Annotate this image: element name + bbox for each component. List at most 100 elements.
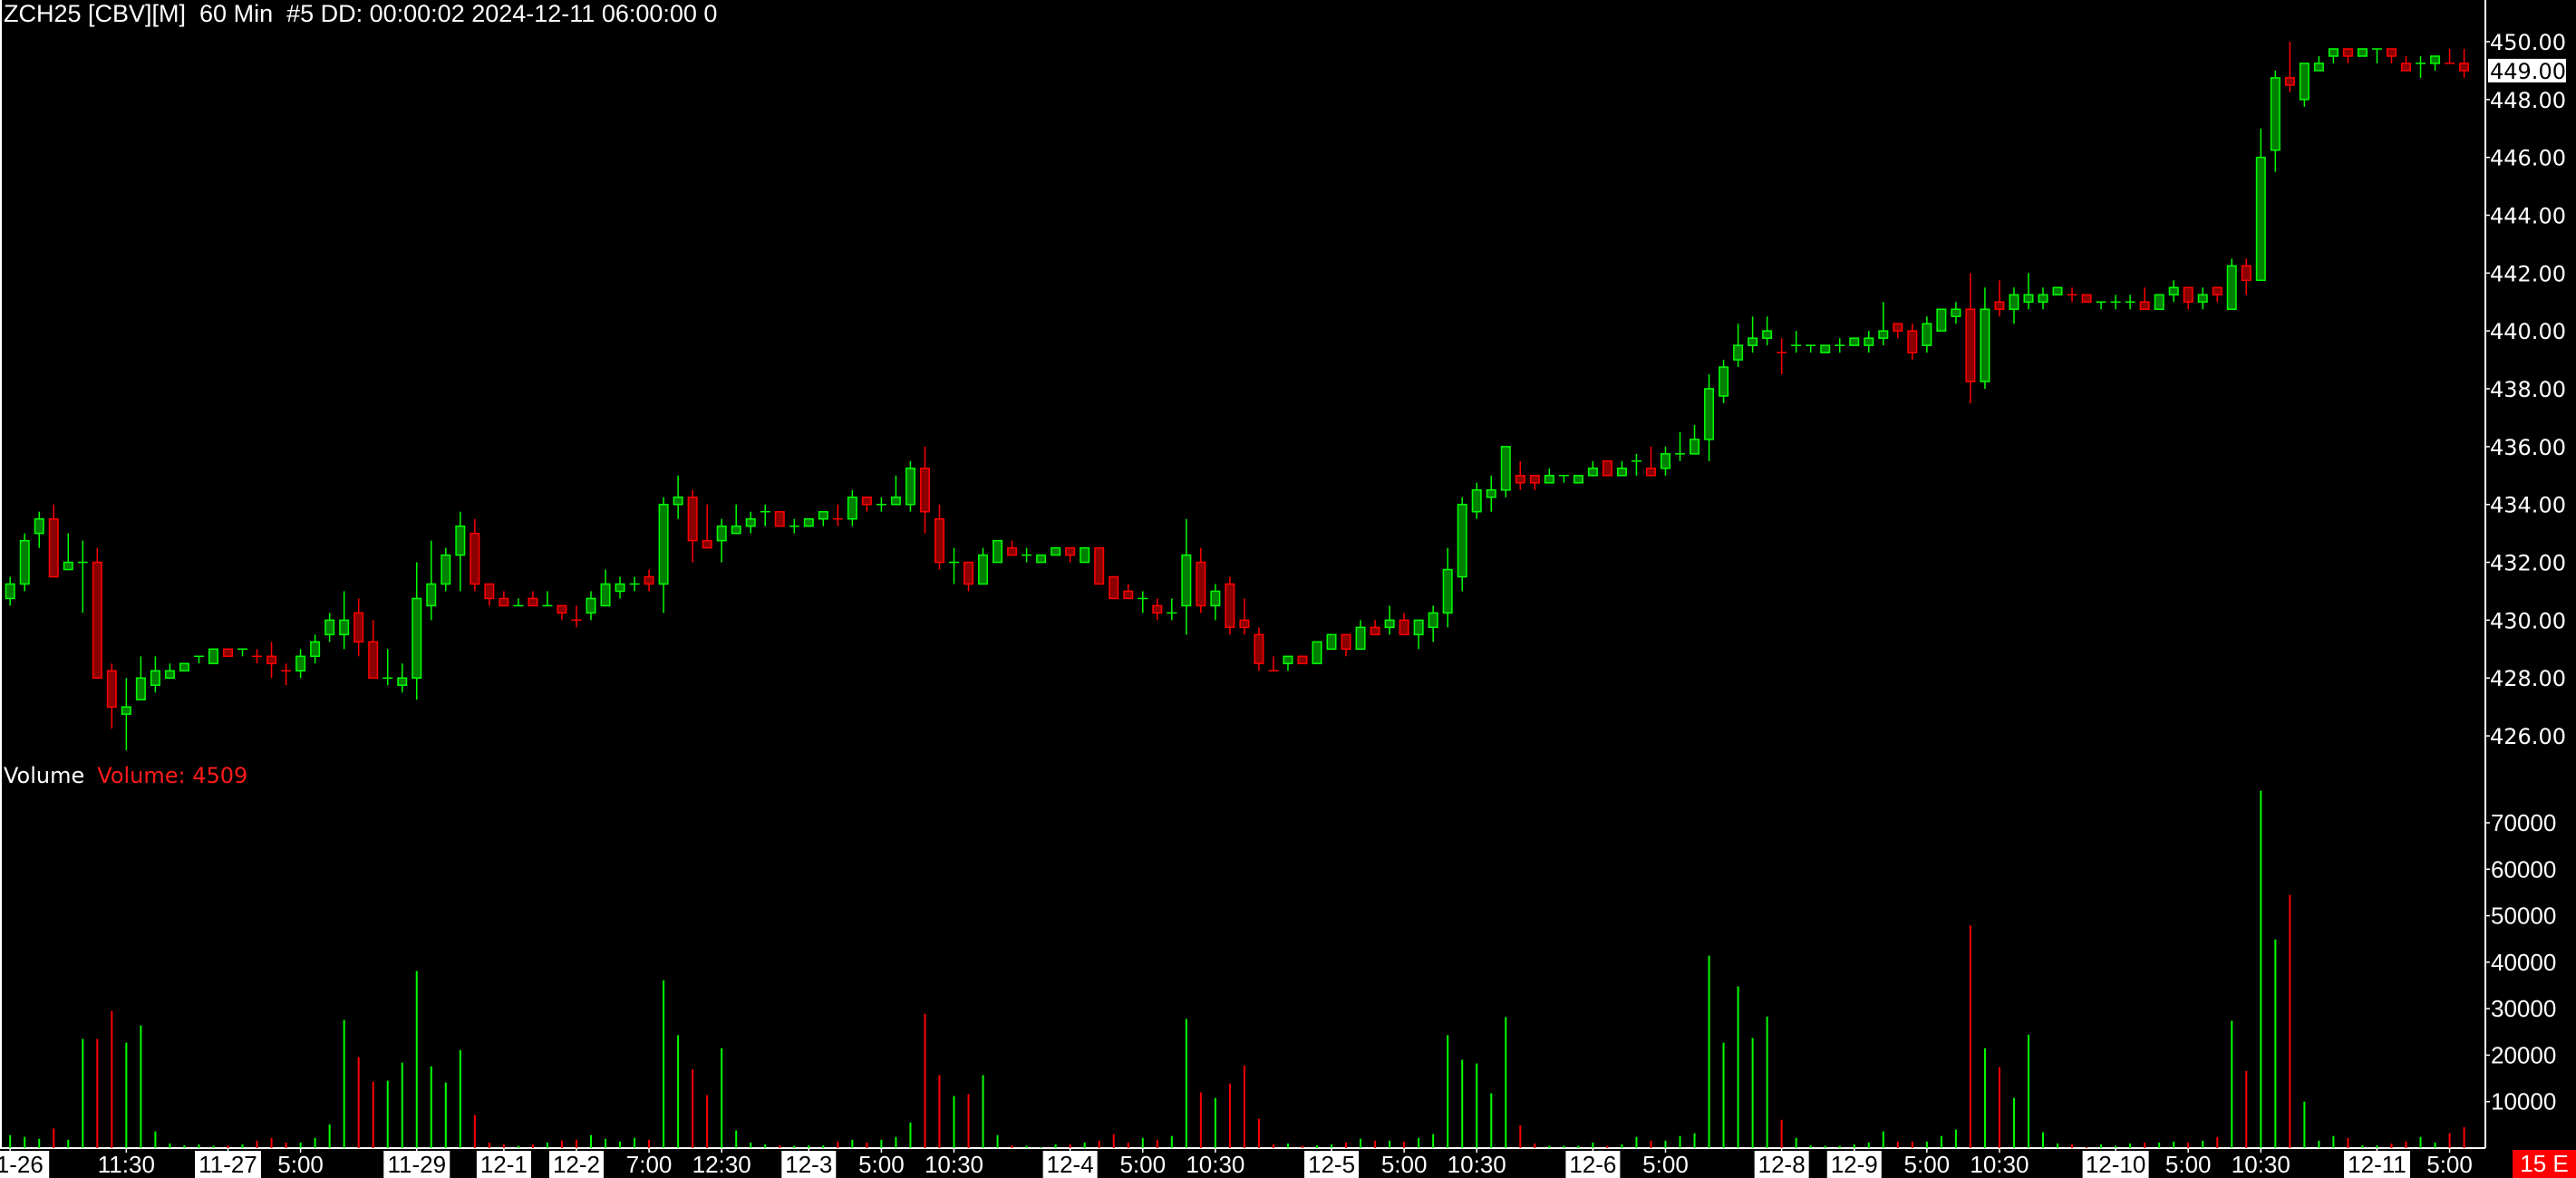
time-axis-label: 12-8	[1754, 1151, 1809, 1178]
candle	[876, 497, 886, 512]
time-label-text: 12-10	[2086, 1151, 2146, 1178]
candle-body	[2009, 294, 2019, 311]
candle-body	[1152, 604, 1163, 614]
candle-body	[993, 539, 1003, 564]
candle-body	[1500, 446, 1511, 491]
candle-body	[1893, 323, 1903, 332]
date-label-bg	[383, 1151, 450, 1178]
candle-body	[1602, 460, 1612, 477]
candle-body	[803, 517, 814, 527]
candle-body	[1007, 546, 1018, 556]
candle-body	[1123, 590, 1134, 600]
price-tick-label: 430.00	[2490, 608, 2566, 633]
candle	[324, 613, 335, 642]
candle	[2154, 294, 2164, 311]
candle	[484, 583, 495, 606]
time-axis-label: 12-6	[1565, 1151, 1621, 1178]
candle-body	[905, 468, 915, 506]
candle	[106, 663, 117, 729]
date-label-bg	[476, 1151, 531, 1178]
candle	[1762, 316, 1773, 346]
volume-tick-label: 10000	[2491, 1088, 2556, 1115]
time-axis-label: 10:30	[1186, 1151, 1244, 1178]
candle-body	[1849, 337, 1860, 346]
time-label-text: 5:00	[1119, 1151, 1166, 1178]
candle-body	[1080, 546, 1090, 564]
candle-body	[1907, 330, 1918, 353]
candle-body	[1341, 633, 1351, 651]
time-label-text: 12-2	[553, 1151, 600, 1178]
candle-body	[368, 641, 379, 679]
date-label-bg	[0, 1151, 50, 1178]
candle	[2168, 280, 2179, 303]
candle	[644, 569, 654, 592]
candle	[2183, 286, 2193, 310]
candle	[1196, 547, 1206, 613]
candle	[600, 569, 611, 607]
candle	[266, 642, 277, 679]
candle-body	[2168, 286, 2179, 296]
candle	[2459, 48, 2470, 78]
candle	[847, 489, 857, 526]
candle-body	[1283, 655, 1293, 665]
candle	[1384, 605, 1395, 635]
candle-body	[2226, 265, 2237, 311]
time-label-text: 12-6	[1569, 1151, 1616, 1178]
candle-body	[2212, 286, 2223, 296]
candle-body	[295, 655, 306, 672]
candle	[1283, 655, 1293, 671]
candle	[978, 547, 989, 585]
volume-tick-label: 40000	[2491, 949, 2556, 976]
candle	[2357, 48, 2368, 57]
date-label-bg	[1565, 1151, 1621, 1178]
candle-body	[2459, 63, 2470, 72]
candle	[237, 648, 248, 657]
candle	[2255, 128, 2266, 282]
candle-body	[121, 706, 131, 715]
price-tick-label: 442.00	[2490, 261, 2566, 286]
candle	[150, 656, 160, 693]
timezone-corner-badge[interactable]: 15 E	[2513, 1150, 2576, 1178]
date-label-bg	[781, 1151, 837, 1178]
time-axis-label: 11-27	[195, 1151, 261, 1178]
candle-body	[978, 554, 989, 585]
candle	[1733, 323, 1744, 368]
volume-tick-label: 50000	[2491, 903, 2556, 930]
candle	[1167, 598, 1177, 621]
volume-tick-label: 60000	[2491, 855, 2556, 883]
candle-body	[600, 583, 611, 607]
candle-body	[1820, 344, 1831, 353]
candle	[1036, 554, 1047, 564]
candle-body	[1515, 475, 1525, 484]
candle-body	[1370, 626, 1380, 636]
candle-body	[1312, 641, 1322, 665]
candle-body	[223, 648, 233, 658]
candle-body	[179, 662, 189, 672]
candle	[1297, 655, 1308, 665]
candle-body	[1529, 475, 1540, 484]
candle	[470, 518, 480, 592]
time-label-text: 10:30	[1970, 1151, 2029, 1178]
candle	[1587, 460, 1598, 477]
candle	[353, 598, 364, 657]
candle	[528, 591, 538, 607]
candle	[832, 504, 843, 526]
candle-body	[586, 597, 596, 614]
volume-tick-label: 30000	[2491, 995, 2556, 1022]
volume-label: Volume	[4, 763, 85, 788]
candle	[2386, 48, 2397, 63]
candle	[1529, 475, 1540, 490]
time-label-text: 5:00	[2165, 1151, 2212, 1178]
candle-body	[528, 597, 538, 607]
candle-body	[92, 561, 102, 679]
candle-body	[615, 583, 625, 593]
candle	[310, 634, 321, 664]
candle-body	[2342, 48, 2353, 57]
date-label-bg	[1042, 1151, 1098, 1178]
time-axis-label: 12:30	[692, 1151, 751, 1178]
candle-body	[1065, 546, 1076, 556]
candle	[760, 504, 770, 526]
time-label-text: 12-8	[1758, 1151, 1806, 1178]
time-label-text: 7:00	[626, 1151, 673, 1178]
